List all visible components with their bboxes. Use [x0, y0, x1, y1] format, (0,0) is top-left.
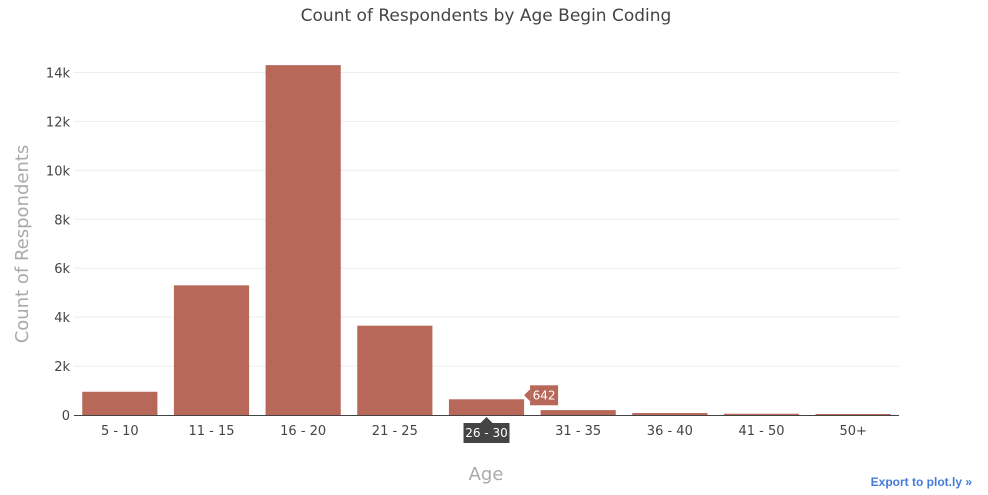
- y-tick-label: 0: [62, 409, 70, 424]
- bar: [632, 413, 708, 415]
- y-tick-label: 14k: [46, 66, 71, 81]
- y-tick-label: 8k: [54, 213, 70, 228]
- y-axis-title: Count of Respondents: [12, 145, 33, 344]
- y-tick-label: 12k: [46, 115, 71, 130]
- bar: [173, 285, 250, 415]
- x-tick-label: 50+: [839, 424, 866, 439]
- x-tick-label: 21 - 25: [372, 424, 418, 439]
- bar: [723, 413, 800, 415]
- bars: [82, 65, 891, 416]
- bar: [82, 391, 158, 415]
- y-tick-label: 2k: [54, 360, 70, 375]
- chart-title: Count of Respondents by Age Begin Coding: [301, 6, 672, 26]
- x-tick-label: 36 - 40: [647, 424, 693, 439]
- bar: [265, 65, 341, 416]
- hover-y-box: [530, 385, 559, 406]
- hover-x-label: 26 - 30: [465, 426, 508, 440]
- x-axis-ticks: 5 - 10 11 - 15 16 - 20 21 - 25 26 - 30 31 - 3…: [101, 424, 867, 439]
- y-axis-ticks: 0 2k 4k 6k 8k 10k 12k 14k: [46, 66, 71, 424]
- y-tick-label: 10k: [46, 164, 71, 179]
- bar: [815, 414, 891, 415]
- x-axis-title: Age: [469, 464, 504, 485]
- bar: [540, 410, 616, 415]
- x-tick-label: 31 - 35: [555, 424, 601, 439]
- bar: [357, 325, 433, 415]
- x-tick-label: 41 - 50: [738, 424, 784, 439]
- y-tick-label: 6k: [54, 262, 70, 277]
- x-tick-label: 16 - 20: [280, 424, 326, 439]
- hover-y-label: 642: [533, 388, 556, 402]
- hover-tooltip: 26 - 30 642: [463, 385, 559, 443]
- x-tick-label: 5 - 10: [101, 424, 139, 439]
- hover-x-pointer: [480, 417, 493, 423]
- bar: [448, 399, 525, 415]
- hover-x-box: [463, 423, 510, 443]
- x-tick-label: 11 - 15: [188, 424, 234, 439]
- y-tick-label: 4k: [54, 311, 70, 326]
- hover-y-pointer: [524, 389, 531, 402]
- export-to-plotly-link[interactable]: Export to plot.ly »: [870, 475, 972, 489]
